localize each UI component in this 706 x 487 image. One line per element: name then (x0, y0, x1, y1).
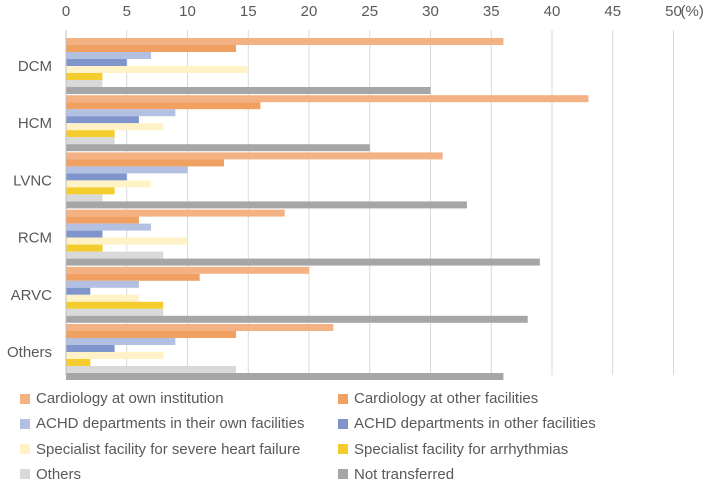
bar (66, 116, 139, 124)
x-tick-label: 45 (604, 3, 621, 20)
legend-item: Others (20, 466, 81, 483)
bar (66, 144, 370, 152)
bar (66, 331, 237, 338)
x-tick-label: 0 (62, 3, 70, 20)
legend-label: Cardiology at other facilities (354, 390, 539, 407)
bar (66, 244, 103, 252)
bar (66, 258, 540, 266)
legend-swatch (338, 393, 348, 404)
bar (66, 130, 115, 138)
bar (66, 73, 103, 80)
bar (66, 123, 164, 131)
legend-label: Others (36, 465, 82, 483)
legend-label: Specialist facility for severe heart fai… (36, 440, 301, 458)
category-label: ARVC (11, 287, 53, 304)
category-label: RCM (18, 230, 52, 247)
x-tick-label: 30 (422, 3, 439, 20)
category-label: HCM (18, 115, 52, 132)
bar (66, 280, 139, 288)
x-tick-label: 25 (361, 3, 378, 20)
bar (66, 173, 127, 181)
bar (66, 59, 127, 66)
bar-chart: 0 5 10 15 20 25 30 35 40 45 50(%) DCM HCM LVNC RCM ARVC… (7, 3, 704, 380)
legend-swatch (20, 469, 30, 480)
bar (66, 187, 115, 195)
bar (66, 273, 200, 281)
bar (66, 315, 528, 323)
category-label: LVNC (13, 172, 52, 189)
bar (66, 345, 115, 352)
legend-item: ACHD departments in their own facilities (20, 415, 304, 432)
legend-label: Cardiology at own institution (36, 390, 224, 407)
legend-swatch (338, 418, 348, 429)
bar (66, 52, 152, 59)
legend-item: Specialist facility for arrhythmias (338, 441, 568, 458)
bar (66, 230, 103, 238)
bar (66, 209, 285, 217)
bar (66, 201, 467, 209)
bar (66, 324, 334, 331)
bar (66, 359, 91, 366)
bar (66, 80, 103, 87)
x-tick-label: 5 (123, 3, 131, 20)
bar (66, 287, 91, 295)
x-tick-label: 15 (240, 3, 257, 20)
legend-item: Cardiology at other facilities (338, 390, 538, 407)
x-tick-label: 20 (301, 3, 318, 20)
legend-item: Not transferred (338, 466, 454, 483)
bar (66, 87, 431, 94)
bar (66, 159, 224, 167)
x-tick-label: 50 (665, 3, 682, 20)
bar (66, 95, 589, 103)
legend-swatch (20, 444, 30, 455)
bar (66, 294, 139, 302)
bar (66, 166, 188, 174)
legend-swatch (20, 393, 30, 404)
bar (66, 216, 139, 224)
bar (66, 338, 176, 345)
x-unit-label: (%) (681, 3, 704, 20)
bar (66, 137, 115, 145)
bar (66, 194, 103, 202)
legend-label: ACHD departments in other facilities (354, 415, 596, 433)
bar (66, 308, 164, 316)
bar (66, 152, 443, 160)
bar (66, 66, 249, 73)
bar (66, 251, 164, 259)
legend-label: ACHD departments in their own facilities (36, 415, 305, 433)
legend-label: Specialist facility for arrhythmias (354, 440, 569, 458)
category-label: Others (7, 344, 52, 361)
legend-swatch (338, 469, 348, 480)
bar (66, 237, 188, 245)
bar (66, 102, 261, 110)
x-tick-label: 35 (483, 3, 500, 20)
bar (66, 109, 176, 117)
x-tick-label: 10 (179, 3, 196, 20)
bar (66, 45, 237, 52)
bar (66, 223, 152, 231)
legend-item: Cardiology at own institution (20, 390, 224, 407)
legend-item: Specialist facility for severe heart fai… (20, 441, 300, 458)
legend-swatch (338, 444, 348, 455)
x-tick-label: 40 (544, 3, 561, 20)
legend-swatch (20, 418, 30, 429)
bar (66, 38, 504, 45)
bar (66, 180, 152, 188)
bar (66, 266, 309, 274)
bar (66, 366, 237, 373)
legend-item: ACHD departments in other facilities (338, 415, 596, 432)
bar (66, 352, 164, 359)
bar (66, 373, 504, 380)
bar (66, 301, 164, 309)
legend-label: Not transferred (354, 465, 455, 483)
category-label: DCM (18, 58, 52, 75)
